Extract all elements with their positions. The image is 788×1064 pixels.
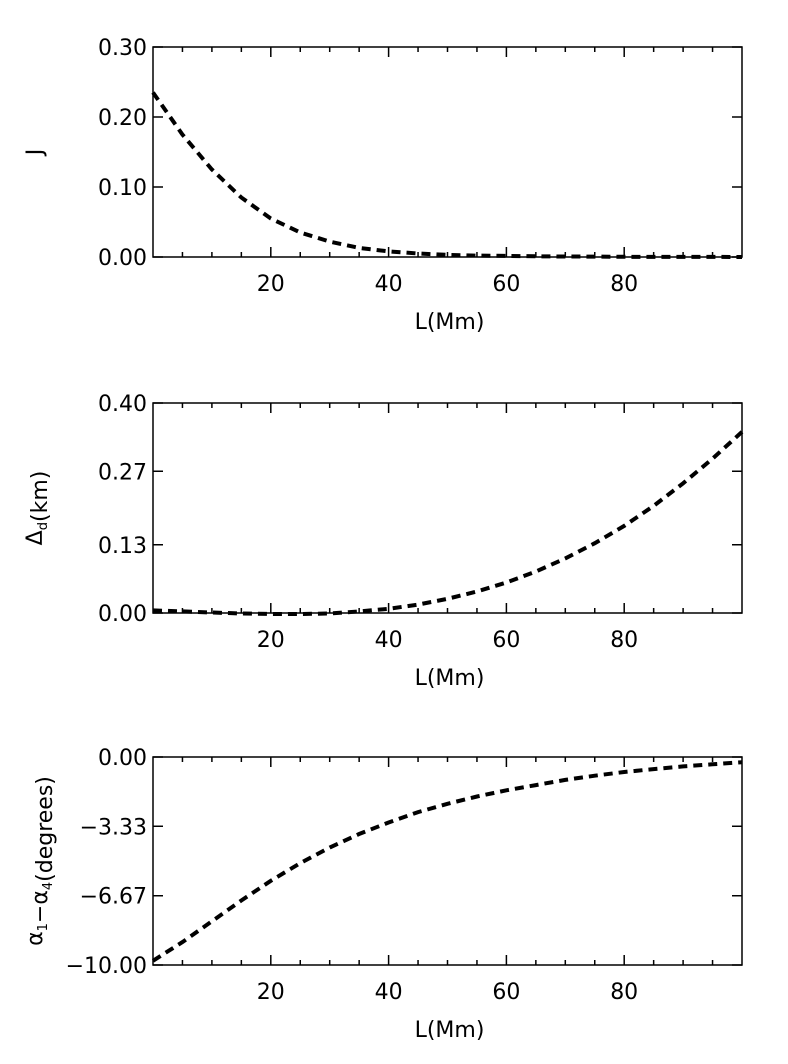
y-tick-label: 0.20 <box>98 106 147 131</box>
x-tick-label: 80 <box>610 272 638 297</box>
y-tick-label: 0.13 <box>98 534 147 559</box>
x-tick-label: 40 <box>375 272 403 297</box>
chart-panel-3: 20 40 60 80 −10.00 −6.67 −3.33 0.00 L(Mm) α1−α4(d… <box>23 746 743 1043</box>
x-tick-label: 60 <box>492 980 520 1005</box>
y-axis-label: J <box>23 149 48 158</box>
y-tick-label: 0.00 <box>98 746 147 771</box>
y-tick-label: 0.40 <box>98 392 147 417</box>
series-line-1 <box>152 430 744 616</box>
plot-frame <box>152 756 743 966</box>
series-line-1 <box>151 760 743 963</box>
x-tick-label: 20 <box>257 980 285 1005</box>
chart-panel-2: 20 40 60 80 0.00 0.13 0.27 0.40 L(Mm) Δd(km) <box>23 392 744 691</box>
x-tick-label: 80 <box>610 628 638 653</box>
y-tick-label: 0.30 <box>98 36 147 61</box>
y-tick-label: 0.10 <box>98 176 147 201</box>
x-tick-label: 60 <box>492 628 520 653</box>
x-axis-label: L(Mm) <box>415 310 485 335</box>
x-axis-label: L(Mm) <box>415 666 485 691</box>
y-tick-label: 0.27 <box>98 460 147 485</box>
chart-panel-1: 20 40 60 80 0.00 0.10 0.20 0.30 L(Mm) J <box>23 36 743 335</box>
x-tick-label: 20 <box>257 628 285 653</box>
series-line-1 <box>151 91 743 259</box>
y-axis-label: α1−α4(degrees) <box>23 776 58 946</box>
x-tick-label: 60 <box>492 272 520 297</box>
plot-frame <box>152 402 743 614</box>
y-axis-label: Δd(km) <box>23 471 53 546</box>
y-tick-label: 0.00 <box>98 246 147 271</box>
x-axis-label: L(Mm) <box>415 1018 485 1043</box>
x-tick-label: 20 <box>257 272 285 297</box>
y-tick-label: 0.00 <box>98 602 147 627</box>
x-tick-label: 40 <box>375 628 403 653</box>
y-tick-label: −10.00 <box>66 954 147 979</box>
y-tick-label: −6.67 <box>80 885 147 910</box>
x-tick-label: 40 <box>375 980 403 1005</box>
plot-frame <box>152 46 743 258</box>
y-tick-label: −3.33 <box>80 815 147 840</box>
x-tick-label: 80 <box>610 980 638 1005</box>
